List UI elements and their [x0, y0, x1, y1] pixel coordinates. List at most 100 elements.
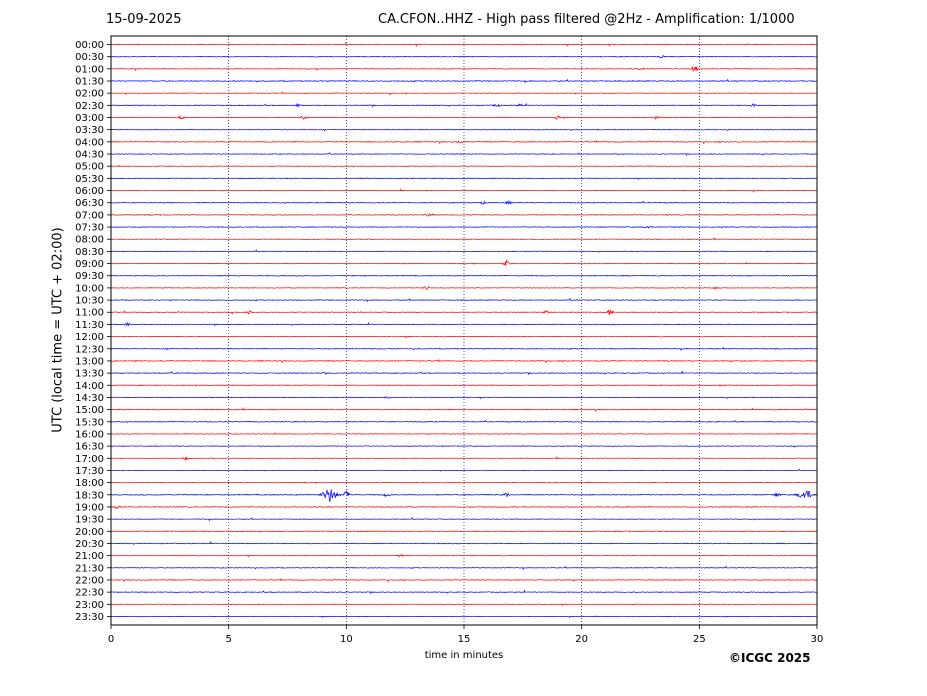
y-tick-label: 21:00: [75, 551, 104, 562]
y-tick-label: 03:30: [75, 125, 104, 136]
y-tick-label: 03:00: [75, 113, 104, 124]
trace-0830: [110, 249, 817, 253]
trace-0230: [110, 102, 817, 108]
trace-2130: [110, 565, 817, 571]
y-tick-label: 02:30: [75, 101, 104, 112]
trace-0400: [110, 139, 817, 145]
trace-0800: [110, 237, 817, 240]
trace-1300: [110, 358, 817, 364]
y-tick-label: 09:00: [75, 259, 104, 270]
y-tick-label: 04:00: [75, 137, 104, 148]
y-tick-label: 19:30: [75, 515, 104, 526]
y-tick-label: 01:00: [75, 64, 104, 75]
trace-0730: [110, 225, 817, 229]
y-tick-label: 14:00: [75, 381, 104, 392]
x-tick-label: 0: [108, 634, 114, 645]
trace-1530: [110, 419, 817, 424]
y-tick-label: 22:00: [75, 575, 104, 586]
y-tick-label: 20:00: [75, 527, 104, 538]
trace-1000: [110, 285, 817, 290]
y-tick-label: 01:30: [75, 77, 104, 88]
y-tick-label: 18:00: [75, 478, 104, 489]
y-tick-label: 16:00: [75, 429, 104, 440]
y-tick-label: 23:30: [75, 612, 104, 623]
chart-title: CA.CFON..HHZ - High pass filtered @2Hz -…: [378, 12, 795, 27]
y-tick-label: 10:30: [75, 296, 104, 307]
y-tick-label: 16:30: [75, 442, 104, 453]
trace-1800: [110, 481, 817, 484]
y-tick-label: 18:30: [75, 490, 104, 501]
y-tick-label: 08:30: [75, 247, 104, 258]
trace-1330: [110, 370, 817, 376]
x-axis-label: time in minutes: [424, 650, 504, 661]
trace-0900: [110, 259, 817, 267]
y-tick-label: 15:30: [75, 417, 104, 428]
y-tick-label: 02:00: [75, 89, 104, 100]
x-tick-label: 30: [811, 634, 824, 645]
y-tick-label: 14:30: [75, 393, 104, 404]
trace-0300: [110, 114, 817, 121]
trace-0000: [110, 42, 817, 47]
trace-0130: [110, 78, 817, 84]
trace-1230: [110, 346, 817, 352]
trace-1100: [110, 309, 817, 316]
trace-1930: [110, 516, 817, 522]
y-tick-label: 17:00: [75, 454, 104, 465]
y-tick-label: 13:30: [75, 369, 104, 380]
x-tick-label: 20: [575, 634, 588, 645]
trace-2100: [110, 554, 817, 558]
y-tick-label: 21:30: [75, 563, 104, 574]
trace-2300: [110, 603, 817, 607]
trace-1430: [110, 396, 817, 400]
y-tick-label: 15:00: [75, 405, 104, 416]
trace-0200: [110, 91, 817, 96]
trace-0600: [110, 188, 817, 193]
trace-1630: [110, 445, 817, 448]
trace-0630: [110, 199, 817, 205]
trace-1130: [110, 321, 817, 327]
copyright-notice: ©ICGC 2025: [729, 651, 811, 665]
x-tick-label: 10: [340, 634, 353, 645]
y-tick-label: 11:30: [75, 320, 104, 331]
trace-0430: [110, 152, 817, 157]
y-tick-label: 10:00: [75, 283, 104, 294]
trace-1030: [110, 297, 817, 303]
y-tick-label: 12:30: [75, 344, 104, 355]
trace-1830: [110, 489, 817, 502]
y-tick-label: 19:00: [75, 502, 104, 513]
trace-1700: [110, 456, 817, 462]
trace-2330: [110, 615, 817, 619]
y-tick-label: 07:00: [75, 210, 104, 221]
y-tick-label: 05:00: [75, 162, 104, 173]
y-tick-label: 06:30: [75, 198, 104, 209]
y-tick-label: 20:30: [75, 539, 104, 550]
y-tick-label: 17:30: [75, 466, 104, 477]
trace-1600: [110, 432, 817, 436]
y-tick-label: 05:30: [75, 174, 104, 185]
x-tick-label: 5: [225, 634, 231, 645]
y-tick-label: 00:30: [75, 52, 104, 63]
x-tick-label: 15: [458, 634, 471, 645]
trace-2200: [110, 577, 817, 583]
y-tick-label: 09:30: [75, 271, 104, 282]
trace-0930: [110, 274, 817, 277]
trace-0100: [110, 65, 817, 72]
trace-0700: [110, 213, 817, 217]
trace-2030: [110, 540, 817, 545]
trace-2000: [110, 530, 817, 533]
trace-0030: [110, 55, 817, 59]
y-tick-label: 00:00: [75, 40, 104, 51]
trace-2230: [110, 589, 817, 595]
trace-1400: [110, 384, 817, 388]
trace-1500: [110, 407, 817, 412]
y-tick-label: 07:30: [75, 223, 104, 234]
trace-0530: [110, 177, 817, 181]
trace-0330: [110, 128, 817, 132]
x-tick-label: 25: [693, 634, 706, 645]
y-tick-label: 06:00: [75, 186, 104, 197]
y-tick-label: 23:00: [75, 600, 104, 611]
y-tick-label: 08:00: [75, 235, 104, 246]
chart-date: 15-09-2025: [106, 12, 182, 27]
trace-1730: [110, 468, 817, 472]
